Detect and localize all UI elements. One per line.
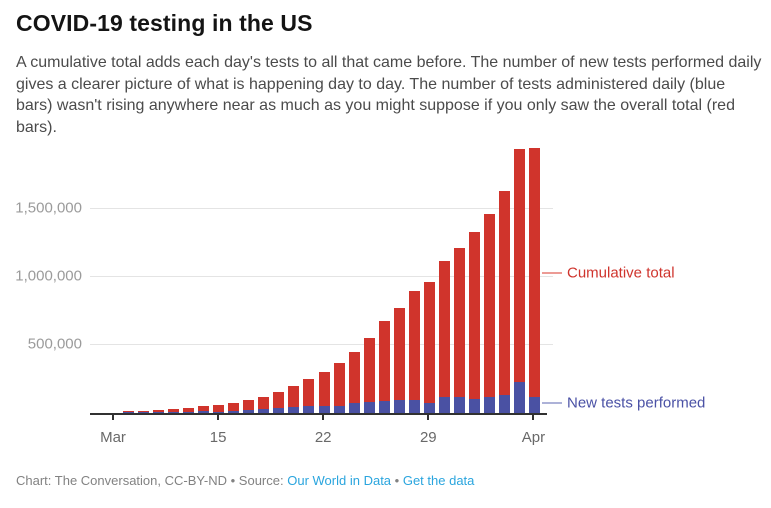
cumulative-total-bar	[198, 406, 210, 413]
new-tests-bar	[123, 412, 134, 413]
new-tests-bar	[348, 403, 360, 413]
page-title: COVID-19 testing in the US	[16, 10, 313, 36]
x-axis-tick	[112, 415, 114, 420]
x-axis-line	[90, 413, 547, 415]
cumulative-total-bar	[288, 386, 300, 413]
x-axis-tick	[217, 415, 220, 420]
cumulative-total-bar	[453, 247, 465, 413]
cumulative-total-bar	[348, 352, 360, 413]
cumulative-total-bar	[258, 396, 270, 413]
x-axis-tick-label: Apr	[521, 429, 546, 446]
gridline	[90, 275, 553, 277]
new-tests-bar	[514, 381, 526, 413]
cumulative-total-bar	[273, 392, 285, 413]
new-tests-bar	[303, 405, 315, 413]
new-tests-bar	[138, 412, 150, 413]
cumulative-total-bar	[153, 410, 165, 413]
cumulative-total-bar	[408, 291, 420, 413]
cumulative-total-bar	[243, 400, 255, 413]
get-the-data-link[interactable]: Get the data	[402, 473, 475, 488]
new-tests-bar	[168, 412, 180, 413]
cumulative-total-bar	[138, 410, 150, 413]
cumulative-total-bar	[499, 190, 510, 413]
source-link[interactable]: Our World in Data	[287, 473, 392, 488]
cumulative-total-bar	[529, 147, 541, 413]
new-tests-bar	[363, 402, 375, 413]
new-tests-bar	[333, 405, 345, 413]
plot-area	[90, 147, 553, 413]
cumulative-total-bar	[168, 409, 180, 413]
cumulative-total-label: Cumulative total	[567, 264, 675, 282]
new-tests-bar	[438, 396, 450, 413]
cumulative-total-bar	[378, 321, 390, 413]
y-axis-tick-label: 1,500,000	[15, 199, 82, 217]
x-axis-tick	[427, 415, 430, 420]
y-axis-tick-label: 500,000	[27, 335, 82, 353]
cumulative-total-bar	[213, 405, 225, 413]
new-tests-bar	[529, 396, 541, 413]
footer-credit: Chart: The Conversation, CC-BY-ND	[16, 473, 227, 488]
new-tests-bar	[468, 399, 480, 413]
new-tests-bar	[288, 407, 300, 413]
new-tests-bar	[258, 409, 270, 413]
x-axis-tick	[322, 415, 325, 420]
chart-footer: Chart: The Conversation, CC-BY-ND • Sour…	[16, 473, 756, 488]
new-tests-connector-line	[542, 402, 562, 404]
new-tests-bar	[423, 402, 435, 413]
x-axis-tick-label: 22	[314, 429, 332, 446]
cumulative-total-bar	[123, 411, 134, 413]
cumulative-total-bar	[438, 261, 450, 413]
new-tests-bar	[213, 411, 225, 413]
cumulative-total-bar	[318, 372, 330, 413]
x-axis-tick-label: 29	[419, 429, 437, 446]
x-axis-tick	[532, 415, 535, 420]
new-tests-bar	[393, 400, 405, 413]
footer-separator: •	[394, 473, 400, 488]
cumulative-total-bar	[183, 407, 195, 413]
new-tests-bar	[153, 412, 165, 413]
cumulative-total-bar	[514, 149, 526, 413]
cumulative-total-bar	[363, 337, 375, 413]
new-tests-bar	[453, 397, 465, 413]
x-axis-tick-label: Mar	[100, 429, 126, 446]
new-tests-bar	[273, 408, 285, 413]
new-tests-bar	[243, 410, 255, 413]
cumulative-total-bar	[423, 282, 435, 413]
new-tests-bar	[378, 401, 390, 413]
cumulative-total-bar	[228, 402, 240, 413]
new-tests-bar	[228, 410, 240, 413]
footer-separator: •	[230, 473, 236, 488]
new-tests-bar	[408, 400, 420, 413]
new-tests-label: New tests performed	[567, 394, 706, 412]
cumulative-total-bar	[303, 378, 315, 413]
x-axis-tick-label: 15	[209, 429, 227, 446]
cumulative-total-bar	[483, 213, 495, 413]
cumulative-total-bar	[333, 362, 345, 413]
chart-description: A cumulative total adds each day's tests…	[16, 54, 762, 136]
gridline	[90, 343, 553, 345]
footer-source-prefix: Source:	[238, 473, 284, 488]
new-tests-bar	[318, 406, 330, 413]
cumulative-total-connector-line	[542, 272, 562, 274]
new-tests-bar	[198, 411, 210, 413]
new-tests-bar	[499, 395, 510, 413]
gridline	[90, 207, 553, 209]
cumulative-total-bar	[468, 232, 480, 413]
new-tests-bar	[483, 396, 495, 413]
y-axis-tick-label: 1,000,000	[15, 267, 82, 285]
cumulative-total-bar	[393, 307, 405, 413]
new-tests-bar	[183, 411, 195, 413]
